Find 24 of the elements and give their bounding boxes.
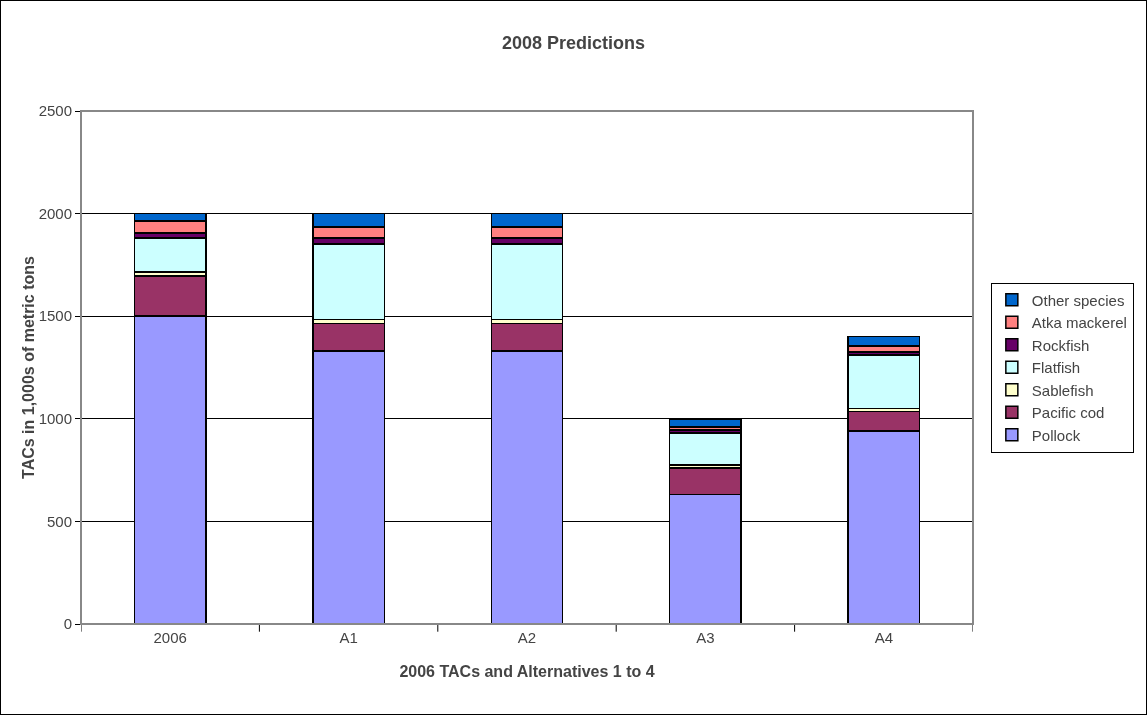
bar xyxy=(668,432,742,466)
legend-label: Other species xyxy=(1031,291,1125,309)
bar xyxy=(847,354,921,410)
y-tick-label: 2500 xyxy=(38,102,72,120)
legend-label: Flatfish xyxy=(1031,359,1081,377)
y-tick-label: 1500 xyxy=(38,307,72,325)
y-tick-label: 0 xyxy=(63,615,72,633)
y-axis-title: TACs in 1,000s of metric tons xyxy=(19,255,37,479)
legend-label: Pacific cod xyxy=(1031,404,1105,422)
y-tick-label: 500 xyxy=(46,512,72,530)
legend-label: Sablefish xyxy=(1031,381,1094,399)
x-tick-label: A3 xyxy=(696,629,715,646)
x-tick-label: A1 xyxy=(339,629,358,646)
x-tick-label: A2 xyxy=(517,629,537,646)
y-tick-label: 1000 xyxy=(38,410,72,428)
bar xyxy=(133,237,207,273)
y-tick-label: 2000 xyxy=(38,204,72,222)
legend-label: Rockfish xyxy=(1031,336,1090,354)
legend-label: Pollock xyxy=(1031,426,1081,444)
chart-title: 2008 Predictions xyxy=(501,33,646,54)
x-tick-label: 2006 xyxy=(153,629,187,646)
x-axis-title: 2006 TACs and Alternatives 1 to 4 xyxy=(399,662,655,680)
legend-label: Atka mackerel xyxy=(1031,314,1127,332)
x-tick-label: A4 xyxy=(874,629,893,646)
